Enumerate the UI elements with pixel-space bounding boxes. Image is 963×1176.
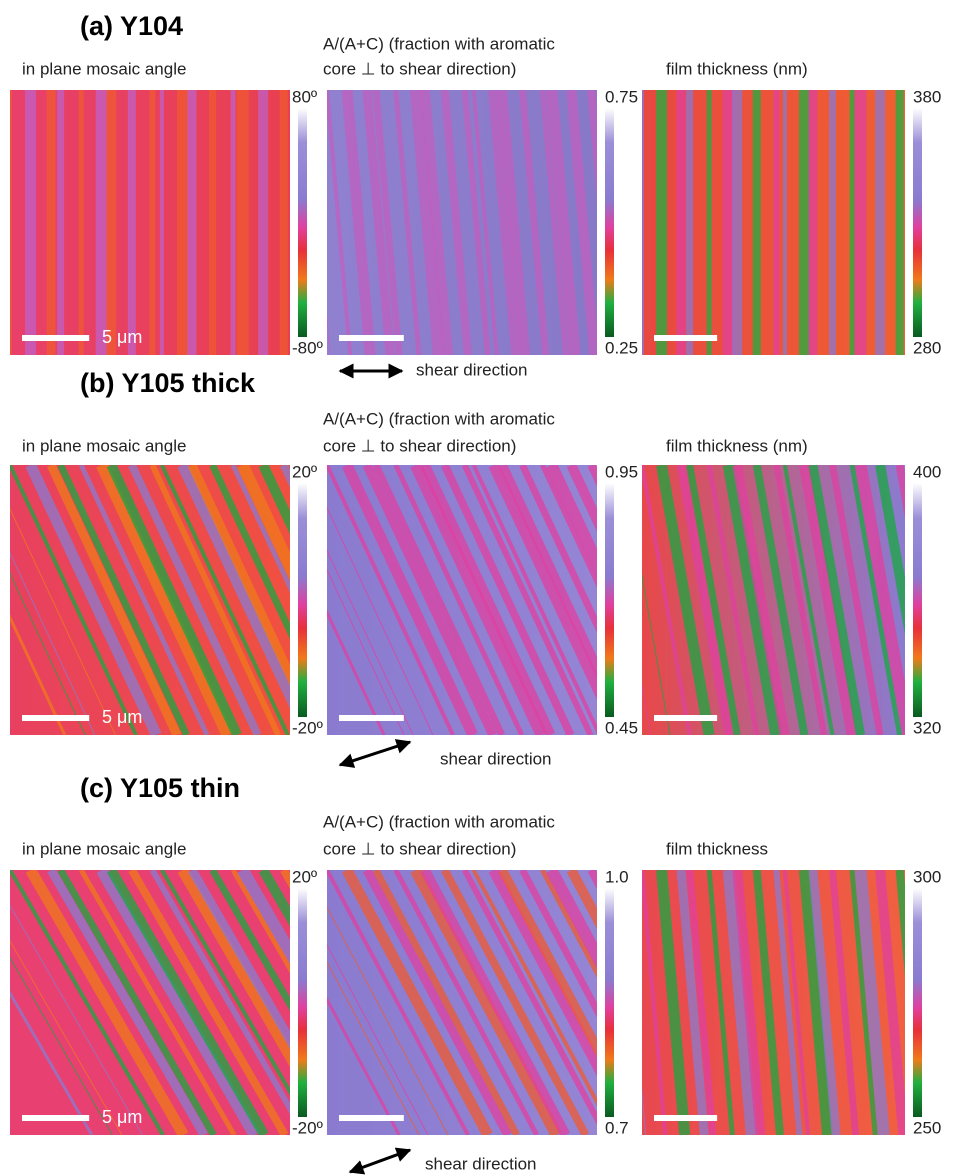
colorbar-min: 0.7: [605, 1118, 629, 1137]
colorbar-max: 20º: [292, 867, 317, 886]
stripe: [956, 870, 963, 1135]
map-title: A/(A+C) (fraction with aromatic: [323, 34, 555, 53]
map-title: film thickness (nm): [666, 436, 808, 455]
colorbar-max: 0.75: [605, 87, 638, 106]
colorbar: [605, 108, 614, 337]
scale-bar: [22, 1115, 89, 1121]
colorbar-min: 0.45: [605, 718, 638, 737]
map-image: [575, 870, 963, 1135]
colorbar: [605, 483, 614, 717]
shear-label: shear direction: [440, 749, 552, 768]
scale-bar-label: 5 μm: [102, 707, 142, 727]
colorbar-min: 280: [913, 338, 941, 357]
colorbar-max: 380: [913, 87, 941, 106]
colorbar: [913, 483, 922, 717]
map-title: core ⊥ to shear direction): [323, 436, 516, 455]
scale-bar: [339, 1115, 404, 1121]
stripe: [594, 465, 642, 735]
panel-title: (a) Y104: [80, 11, 183, 41]
scale-bar-label: 5 μm: [102, 1107, 142, 1127]
stripe: [947, 465, 963, 735]
colorbar: [913, 108, 922, 337]
figure: (a) Y104 in plane mosaic angle 5 μm 80º -80º…: [0, 0, 963, 1176]
colorbar-min: -20º: [292, 1118, 323, 1137]
colorbar-max: 80º: [292, 87, 317, 106]
stripe: [956, 465, 963, 735]
map-title: film thickness (nm): [666, 59, 808, 78]
colorbar: [605, 888, 614, 1117]
scale-bar: [22, 335, 89, 341]
colorbar-min: 0.25: [605, 338, 638, 357]
stripe: [307, 90, 330, 355]
map-title: A/(A+C) (fraction with aromatic: [323, 409, 555, 428]
colorbar-min: -80º: [292, 338, 323, 357]
scale-bar-label: 5 μm: [102, 327, 142, 347]
map-title: A/(A+C) (fraction with aromatic: [323, 812, 555, 831]
panel-title: (b) Y105 thick: [80, 368, 256, 398]
scale-bar: [654, 1115, 717, 1121]
scale-bar: [339, 335, 404, 341]
map-title: in plane mosaic angle: [22, 436, 186, 455]
map-image: [258, 90, 692, 355]
shear-label: shear direction: [425, 1154, 537, 1173]
stripe: [928, 465, 963, 735]
colorbar-min: 250: [913, 1118, 941, 1137]
stripe: [900, 465, 948, 735]
map-title: core ⊥ to shear direction): [323, 59, 516, 78]
stripe: [928, 870, 951, 1135]
shear-arrow: [350, 1150, 410, 1172]
scale-bar: [654, 715, 717, 721]
colorbar-min: 320: [913, 718, 941, 737]
colorbar-max: 0.95: [605, 462, 638, 481]
colorbar: [298, 108, 307, 337]
colorbar-min: -20º: [292, 718, 323, 737]
map-title: core ⊥ to shear direction): [323, 839, 516, 858]
scale-bar: [22, 715, 89, 721]
shear-arrow: [340, 742, 410, 765]
map-title: in plane mosaic angle: [22, 59, 186, 78]
map-image: [0, 90, 364, 355]
scale-bar: [339, 715, 404, 721]
colorbar-max: 1.0: [605, 867, 629, 886]
stripe: [620, 90, 643, 355]
colorbar: [298, 483, 307, 717]
map-title: in plane mosaic angle: [22, 839, 186, 858]
colorbar-max: 20º: [292, 462, 317, 481]
stripe: [947, 870, 963, 1135]
map-image: [575, 90, 963, 355]
panel-title: (c) Y105 thin: [80, 773, 240, 803]
colorbar: [298, 888, 307, 1117]
scale-bar: [654, 335, 717, 341]
colorbar: [913, 888, 922, 1117]
colorbar-max: 400: [913, 462, 941, 481]
shear-label: shear direction: [416, 360, 528, 379]
map-title: film thickness: [666, 839, 768, 858]
colorbar-max: 300: [913, 867, 941, 886]
map-image: [575, 465, 963, 735]
